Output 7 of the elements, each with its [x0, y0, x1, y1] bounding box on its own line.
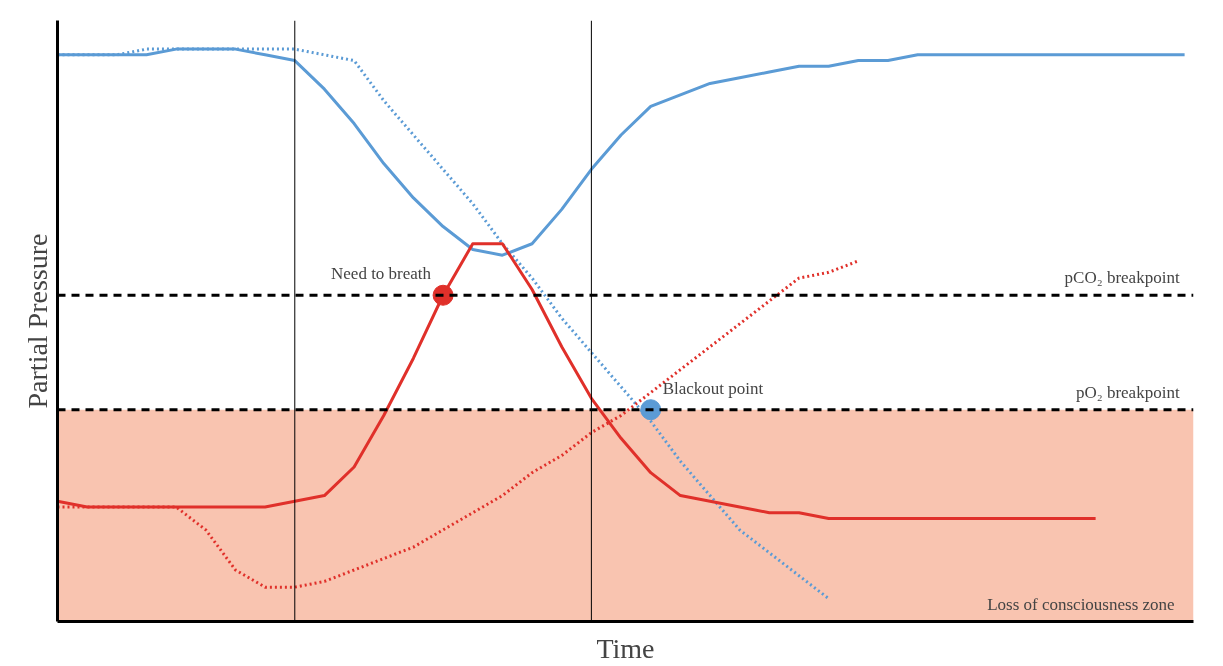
annotation: Blackout point	[662, 378, 764, 398]
ref-line-label: pCO₂ breakpoint	[1064, 268, 1180, 288]
annotation: Need to breath	[331, 264, 432, 284]
x-axis-title: Time	[596, 632, 655, 664]
band-label: Loss of consciousness zone	[987, 594, 1175, 614]
ref-line-label: pO₂ breakpoint	[1075, 382, 1180, 402]
y-axis-title: Partial Pressure	[21, 233, 53, 409]
